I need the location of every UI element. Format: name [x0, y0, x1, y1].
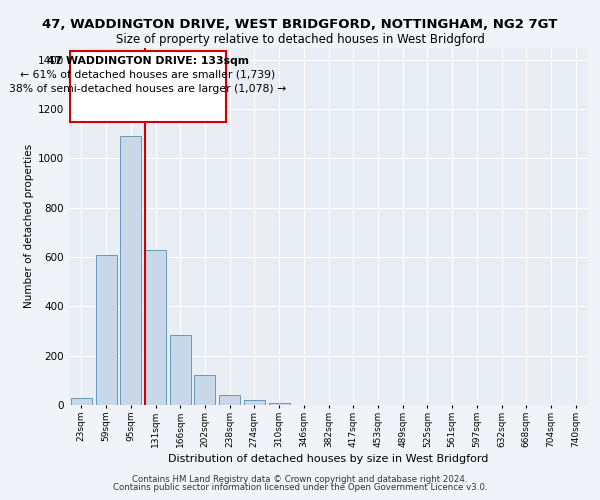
- X-axis label: Distribution of detached houses by size in West Bridgford: Distribution of detached houses by size …: [169, 454, 488, 464]
- Y-axis label: Number of detached properties: Number of detached properties: [24, 144, 34, 308]
- Bar: [219, 395, 240, 405]
- Bar: [71, 398, 92, 405]
- Bar: [145, 250, 166, 405]
- Text: Contains HM Land Registry data © Crown copyright and database right 2024.: Contains HM Land Registry data © Crown c…: [132, 474, 468, 484]
- FancyBboxPatch shape: [70, 51, 226, 122]
- Text: ← 61% of detached houses are smaller (1,739): ← 61% of detached houses are smaller (1,…: [20, 69, 276, 79]
- Bar: [244, 400, 265, 405]
- Text: Size of property relative to detached houses in West Bridgford: Size of property relative to detached ho…: [116, 34, 484, 46]
- Bar: [194, 376, 215, 405]
- Bar: [269, 402, 290, 405]
- Bar: [120, 136, 141, 405]
- Text: 47, WADDINGTON DRIVE, WEST BRIDGFORD, NOTTINGHAM, NG2 7GT: 47, WADDINGTON DRIVE, WEST BRIDGFORD, NO…: [43, 18, 557, 30]
- Bar: [95, 254, 116, 405]
- Bar: [170, 334, 191, 405]
- Text: Contains public sector information licensed under the Open Government Licence v3: Contains public sector information licen…: [113, 484, 487, 492]
- Text: 47 WADDINGTON DRIVE: 133sqm: 47 WADDINGTON DRIVE: 133sqm: [47, 56, 249, 66]
- Text: 38% of semi-detached houses are larger (1,078) →: 38% of semi-detached houses are larger (…: [10, 84, 287, 94]
